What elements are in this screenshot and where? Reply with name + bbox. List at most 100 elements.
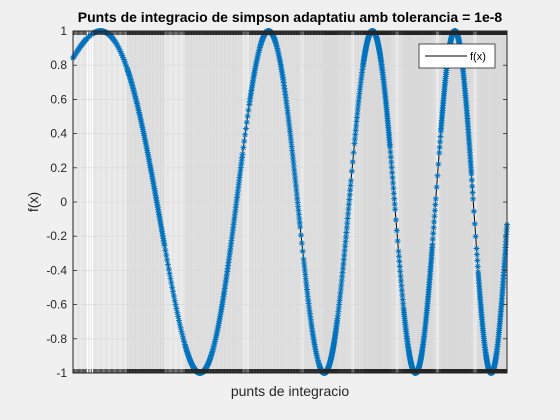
data-point-marker [431, 213, 438, 220]
data-point-marker [433, 184, 440, 191]
data-point-marker [434, 172, 441, 179]
data-point-marker [114, 43, 121, 50]
data-point-marker [239, 154, 246, 161]
data-point-marker [395, 253, 402, 260]
data-point-marker [394, 237, 401, 244]
data-point-marker [167, 275, 174, 282]
data-point-marker [171, 297, 178, 304]
data-point-marker [231, 217, 238, 224]
data-point-marker [170, 293, 177, 300]
data-point-marker [293, 187, 300, 194]
data-point-marker [175, 317, 182, 324]
data-point-marker [474, 257, 481, 264]
data-point-marker [390, 185, 397, 192]
data-point-marker [231, 211, 238, 218]
data-point-marker [175, 313, 182, 320]
data-point-marker [341, 252, 348, 259]
data-point-marker [236, 177, 243, 184]
data-point-marker [225, 256, 232, 263]
data-point-marker [388, 159, 395, 166]
data-point-marker [467, 158, 474, 165]
data-point-marker [287, 135, 294, 142]
data-point-marker [178, 328, 185, 335]
data-point-marker [282, 91, 289, 98]
data-point-marker [230, 224, 237, 231]
data-point-marker [293, 191, 300, 198]
data-point-marker [180, 335, 187, 342]
chart-title: Punts de integracio de simpson adaptatiu… [78, 9, 503, 25]
data-point-marker [334, 315, 341, 322]
data-point-marker [288, 143, 295, 150]
data-point-marker [231, 214, 238, 221]
data-point-marker [165, 266, 172, 273]
data-point-marker [393, 227, 400, 234]
data-point-marker [343, 229, 350, 236]
data-point-marker [284, 104, 291, 111]
data-point-marker [233, 197, 240, 204]
data-point-marker [354, 106, 361, 113]
data-point-marker [345, 206, 352, 213]
data-point-marker [358, 76, 365, 83]
data-point-marker [350, 149, 357, 156]
legend[interactable]: f(x) [418, 43, 496, 69]
data-point-marker [395, 248, 402, 255]
data-point-marker [470, 195, 477, 202]
data-point-marker [298, 232, 305, 239]
data-point-marker [389, 174, 396, 181]
data-point-marker [467, 155, 474, 162]
data-point-marker [283, 97, 290, 104]
data-point-marker [284, 110, 291, 117]
data-point-marker [242, 125, 249, 132]
data-point-marker [346, 196, 353, 203]
data-point-marker [235, 184, 242, 191]
y-tick-label: 0.4 [50, 127, 67, 141]
data-point-marker [304, 293, 311, 300]
data-point-marker [229, 227, 236, 234]
data-point-marker [304, 290, 311, 297]
data-point-marker [237, 167, 244, 174]
data-point-marker [339, 265, 346, 272]
data-point-marker [467, 152, 474, 159]
data-point-marker [303, 286, 310, 293]
data-point-marker [392, 206, 399, 213]
data-point-marker [164, 261, 171, 268]
data-point-marker [432, 201, 439, 208]
data-point-marker [344, 220, 351, 227]
data-point-marker [235, 181, 242, 188]
data-point-marker [300, 260, 307, 267]
data-point-marker [356, 94, 363, 101]
data-point-marker [436, 144, 443, 151]
data-point-marker [501, 263, 508, 270]
data-point-marker [306, 307, 313, 314]
data-point-marker [357, 79, 364, 86]
y-axis-label: f(x) [25, 192, 41, 212]
data-point-marker [501, 257, 508, 264]
x-ticks [72, 31, 508, 373]
y-tick-label: 1 [60, 24, 67, 38]
data-point-marker [284, 107, 291, 114]
data-point-marker [431, 218, 438, 225]
data-point-marker [398, 287, 405, 294]
data-point-marker [292, 174, 299, 181]
data-point-marker [234, 191, 241, 198]
data-point-marker [435, 161, 442, 168]
data-point-marker [351, 140, 358, 147]
y-tick-label: 0 [60, 195, 67, 209]
data-point-marker [356, 90, 363, 97]
data-point-marker [335, 305, 342, 312]
data-point-marker [288, 139, 295, 146]
data-point-marker [348, 177, 355, 184]
data-point-marker [303, 282, 310, 289]
data-point-marker [470, 208, 477, 215]
data-point-marker [122, 61, 129, 68]
data-point-marker [502, 247, 509, 254]
y-tick-label: -0.2 [46, 229, 67, 243]
data-point-marker [474, 263, 481, 270]
data-point-marker [436, 149, 443, 156]
data-point-marker [291, 166, 298, 173]
data-point-marker [391, 195, 398, 202]
data-point-marker [123, 63, 130, 70]
data-point-marker [399, 296, 406, 303]
data-point-marker [306, 310, 313, 317]
data-point-marker [292, 183, 299, 190]
